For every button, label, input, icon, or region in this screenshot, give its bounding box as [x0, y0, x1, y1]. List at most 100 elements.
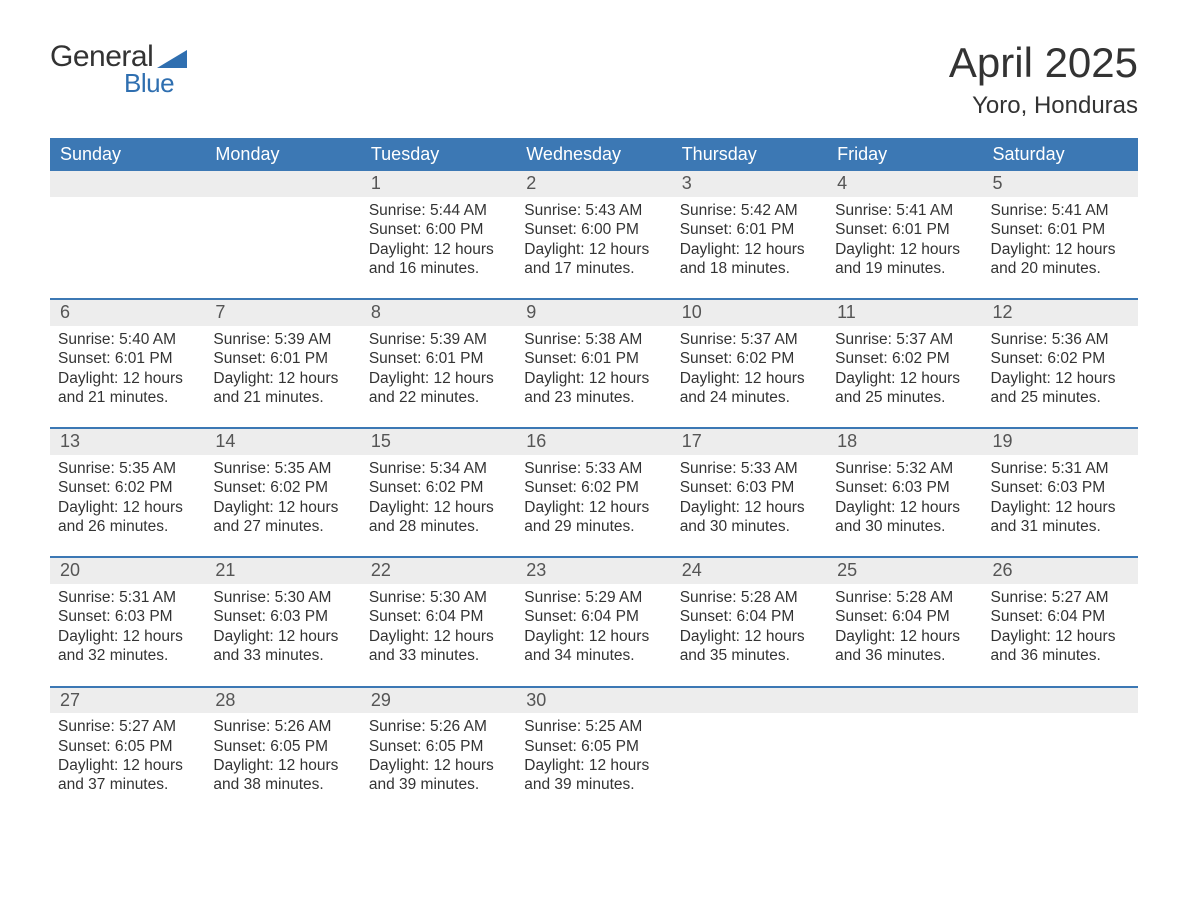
- sunset-text: Sunset: 6:03 PM: [991, 478, 1130, 497]
- day-number-cell: 8: [361, 300, 516, 326]
- sunrise-text: Sunrise: 5:31 AM: [991, 459, 1130, 478]
- sunrise-text: Sunrise: 5:35 AM: [213, 459, 352, 478]
- day-content-row: Sunrise: 5:40 AMSunset: 6:01 PMDaylight:…: [50, 326, 1138, 429]
- day-number-cell: 27: [50, 688, 205, 714]
- day-cell: Sunrise: 5:41 AMSunset: 6:01 PMDaylight:…: [983, 197, 1138, 300]
- calendar-body: 12345Sunrise: 5:44 AMSunset: 6:00 PMDayl…: [50, 171, 1138, 814]
- sunset-text: Sunset: 6:02 PM: [991, 349, 1130, 368]
- day-number-cell: 10: [672, 300, 827, 326]
- day-cell: Sunrise: 5:44 AMSunset: 6:00 PMDaylight:…: [361, 197, 516, 300]
- day-number-cell: 5: [983, 171, 1138, 197]
- month-title: April 2025: [949, 40, 1138, 86]
- daylight-text: Daylight: 12 hours and 30 minutes.: [680, 498, 819, 537]
- sunrise-text: Sunrise: 5:43 AM: [524, 201, 663, 220]
- day-header: Friday: [827, 138, 982, 171]
- sunrise-text: Sunrise: 5:26 AM: [213, 717, 352, 736]
- daylight-text: Daylight: 12 hours and 34 minutes.: [524, 627, 663, 666]
- day-cell: Sunrise: 5:42 AMSunset: 6:01 PMDaylight:…: [672, 197, 827, 300]
- sunset-text: Sunset: 6:04 PM: [369, 607, 508, 626]
- daylight-text: Daylight: 12 hours and 28 minutes.: [369, 498, 508, 537]
- day-number-cell: 30: [516, 688, 671, 714]
- sunrise-text: Sunrise: 5:41 AM: [835, 201, 974, 220]
- sunset-text: Sunset: 6:01 PM: [369, 349, 508, 368]
- day-number-cell: 20: [50, 558, 205, 584]
- day-cell: Sunrise: 5:31 AMSunset: 6:03 PMDaylight:…: [50, 584, 205, 687]
- daylight-text: Daylight: 12 hours and 39 minutes.: [524, 756, 663, 795]
- sunrise-text: Sunrise: 5:30 AM: [213, 588, 352, 607]
- sunset-text: Sunset: 6:00 PM: [369, 220, 508, 239]
- sunrise-text: Sunrise: 5:25 AM: [524, 717, 663, 736]
- day-number-row: 12345: [50, 171, 1138, 197]
- day-cell: Sunrise: 5:31 AMSunset: 6:03 PMDaylight:…: [983, 455, 1138, 558]
- day-content-row: Sunrise: 5:44 AMSunset: 6:00 PMDaylight:…: [50, 197, 1138, 300]
- day-number-row: 6789101112: [50, 300, 1138, 326]
- logo-text-blue: Blue: [124, 68, 187, 99]
- day-cell: Sunrise: 5:32 AMSunset: 6:03 PMDaylight:…: [827, 455, 982, 558]
- day-number-cell: 11: [827, 300, 982, 326]
- day-number-cell: 1: [361, 171, 516, 197]
- sunrise-text: Sunrise: 5:26 AM: [369, 717, 508, 736]
- day-number-cell: 16: [516, 429, 671, 455]
- sunset-text: Sunset: 6:02 PM: [58, 478, 197, 497]
- sunrise-text: Sunrise: 5:37 AM: [680, 330, 819, 349]
- day-number-cell: 3: [672, 171, 827, 197]
- daylight-text: Daylight: 12 hours and 23 minutes.: [524, 369, 663, 408]
- daylight-text: Daylight: 12 hours and 18 minutes.: [680, 240, 819, 279]
- day-number-cell: 6: [50, 300, 205, 326]
- daylight-text: Daylight: 12 hours and 36 minutes.: [835, 627, 974, 666]
- sunset-text: Sunset: 6:02 PM: [835, 349, 974, 368]
- day-header: Thursday: [672, 138, 827, 171]
- sunrise-text: Sunrise: 5:44 AM: [369, 201, 508, 220]
- sunrise-text: Sunrise: 5:42 AM: [680, 201, 819, 220]
- day-cell: Sunrise: 5:25 AMSunset: 6:05 PMDaylight:…: [516, 713, 671, 815]
- day-cell: Sunrise: 5:39 AMSunset: 6:01 PMDaylight:…: [361, 326, 516, 429]
- sunrise-text: Sunrise: 5:40 AM: [58, 330, 197, 349]
- calendar-page: General Blue April 2025 Yoro, Honduras S…: [0, 0, 1188, 865]
- sunrise-text: Sunrise: 5:39 AM: [213, 330, 352, 349]
- day-number-cell: 26: [983, 558, 1138, 584]
- sunset-text: Sunset: 6:03 PM: [58, 607, 197, 626]
- daylight-text: Daylight: 12 hours and 19 minutes.: [835, 240, 974, 279]
- day-number-cell: 18: [827, 429, 982, 455]
- day-cell: [827, 713, 982, 815]
- day-number-row: 13141516171819: [50, 429, 1138, 455]
- sunset-text: Sunset: 6:02 PM: [680, 349, 819, 368]
- sunset-text: Sunset: 6:01 PM: [58, 349, 197, 368]
- sunrise-text: Sunrise: 5:38 AM: [524, 330, 663, 349]
- day-cell: Sunrise: 5:26 AMSunset: 6:05 PMDaylight:…: [361, 713, 516, 815]
- sunrise-text: Sunrise: 5:27 AM: [58, 717, 197, 736]
- daylight-text: Daylight: 12 hours and 32 minutes.: [58, 627, 197, 666]
- day-cell: Sunrise: 5:33 AMSunset: 6:03 PMDaylight:…: [672, 455, 827, 558]
- day-number-row: 27282930: [50, 688, 1138, 714]
- sunset-text: Sunset: 6:03 PM: [835, 478, 974, 497]
- day-number-cell: 21: [205, 558, 360, 584]
- sunset-text: Sunset: 6:04 PM: [680, 607, 819, 626]
- day-cell: Sunrise: 5:41 AMSunset: 6:01 PMDaylight:…: [827, 197, 982, 300]
- daylight-text: Daylight: 12 hours and 33 minutes.: [213, 627, 352, 666]
- sunrise-text: Sunrise: 5:37 AM: [835, 330, 974, 349]
- daylight-text: Daylight: 12 hours and 37 minutes.: [58, 756, 197, 795]
- daylight-text: Daylight: 12 hours and 17 minutes.: [524, 240, 663, 279]
- daylight-text: Daylight: 12 hours and 36 minutes.: [991, 627, 1130, 666]
- day-number-cell: [827, 688, 982, 714]
- day-cell: Sunrise: 5:29 AMSunset: 6:04 PMDaylight:…: [516, 584, 671, 687]
- day-cell: Sunrise: 5:35 AMSunset: 6:02 PMDaylight:…: [205, 455, 360, 558]
- sunset-text: Sunset: 6:03 PM: [213, 607, 352, 626]
- day-cell: [672, 713, 827, 815]
- sunrise-text: Sunrise: 5:36 AM: [991, 330, 1130, 349]
- daylight-text: Daylight: 12 hours and 16 minutes.: [369, 240, 508, 279]
- sunrise-text: Sunrise: 5:30 AM: [369, 588, 508, 607]
- calendar-table: SundayMondayTuesdayWednesdayThursdayFrid…: [50, 138, 1138, 814]
- daylight-text: Daylight: 12 hours and 29 minutes.: [524, 498, 663, 537]
- day-cell: [50, 197, 205, 300]
- daylight-text: Daylight: 12 hours and 21 minutes.: [58, 369, 197, 408]
- day-number-cell: 22: [361, 558, 516, 584]
- sunrise-text: Sunrise: 5:32 AM: [835, 459, 974, 478]
- day-number-cell: [205, 171, 360, 197]
- daylight-text: Daylight: 12 hours and 21 minutes.: [213, 369, 352, 408]
- daylight-text: Daylight: 12 hours and 25 minutes.: [991, 369, 1130, 408]
- daylight-text: Daylight: 12 hours and 25 minutes.: [835, 369, 974, 408]
- day-cell: Sunrise: 5:37 AMSunset: 6:02 PMDaylight:…: [672, 326, 827, 429]
- daylight-text: Daylight: 12 hours and 30 minutes.: [835, 498, 974, 537]
- sunrise-text: Sunrise: 5:28 AM: [835, 588, 974, 607]
